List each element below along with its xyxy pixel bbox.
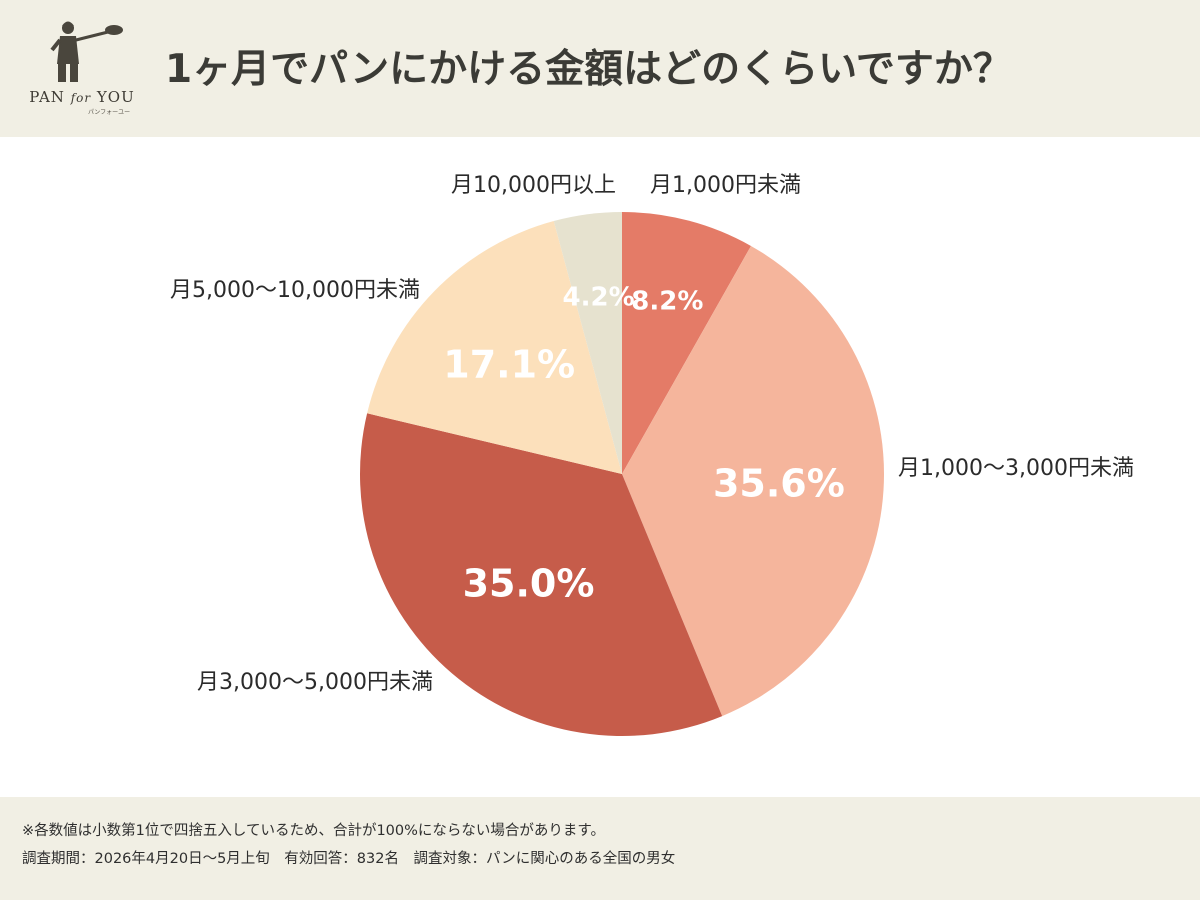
header-band: PAN for YOU パンフォーユー 1ヶ月でパンにかける金額はどのくらいです… <box>0 0 1200 137</box>
survey-info: 調査期間：2026年4月20日〜5月上旬 有効回答：832名 調査対象：パンに関… <box>22 851 676 867</box>
rounding-note: ※各数値は小数第1位で四捨五入しているため、合計が100%にならない場合がありま… <box>22 823 605 839</box>
slice-category-label: 月1,000〜3,000円未満 <box>898 456 1134 481</box>
page-title: 1ヶ月でパンにかける金額はどのくらいですか？ <box>165 47 1012 92</box>
pie-slice <box>553 212 622 474</box>
slice-percent-label: 35.0% <box>463 562 595 606</box>
slice-percent-label: 17.1% <box>443 343 575 387</box>
slice-category-label: 月1,000円未満 <box>650 173 801 198</box>
slice-category-label: 月3,000〜5,000円未満 <box>197 670 433 695</box>
pie-slice <box>367 221 622 474</box>
logo-subtext: パンフォーユー <box>88 109 131 116</box>
pie-slice <box>359 413 723 736</box>
slice-percent-label: 4.2% <box>563 282 635 312</box>
pie-slice <box>622 245 885 717</box>
baker-icon <box>50 21 123 82</box>
pan-for-you-logo: PAN for YOU パンフォーユー <box>22 18 142 118</box>
slice-category-label: 月5,000〜10,000円未満 <box>170 278 420 303</box>
footer-band: ※各数値は小数第1位で四捨五入しているため、合計が100%にならない場合がありま… <box>0 797 1200 900</box>
pie-slices <box>359 212 885 736</box>
slice-percent-label: 8.2% <box>631 287 703 317</box>
slice-percent-label: 35.6% <box>713 462 845 506</box>
logo-wordmark: PAN for YOU <box>29 88 135 106</box>
slice-category-label: 月10,000円以上 <box>451 173 616 198</box>
pie-percent-labels: 8.2% 35.6% 35.0% 17.1% 4.2% <box>443 282 845 605</box>
pie-chart: 8.2% 35.6% 35.0% 17.1% 4.2% 月1,000円未満月1,000〜… <box>170 173 1134 736</box>
pie-slice <box>622 212 751 474</box>
